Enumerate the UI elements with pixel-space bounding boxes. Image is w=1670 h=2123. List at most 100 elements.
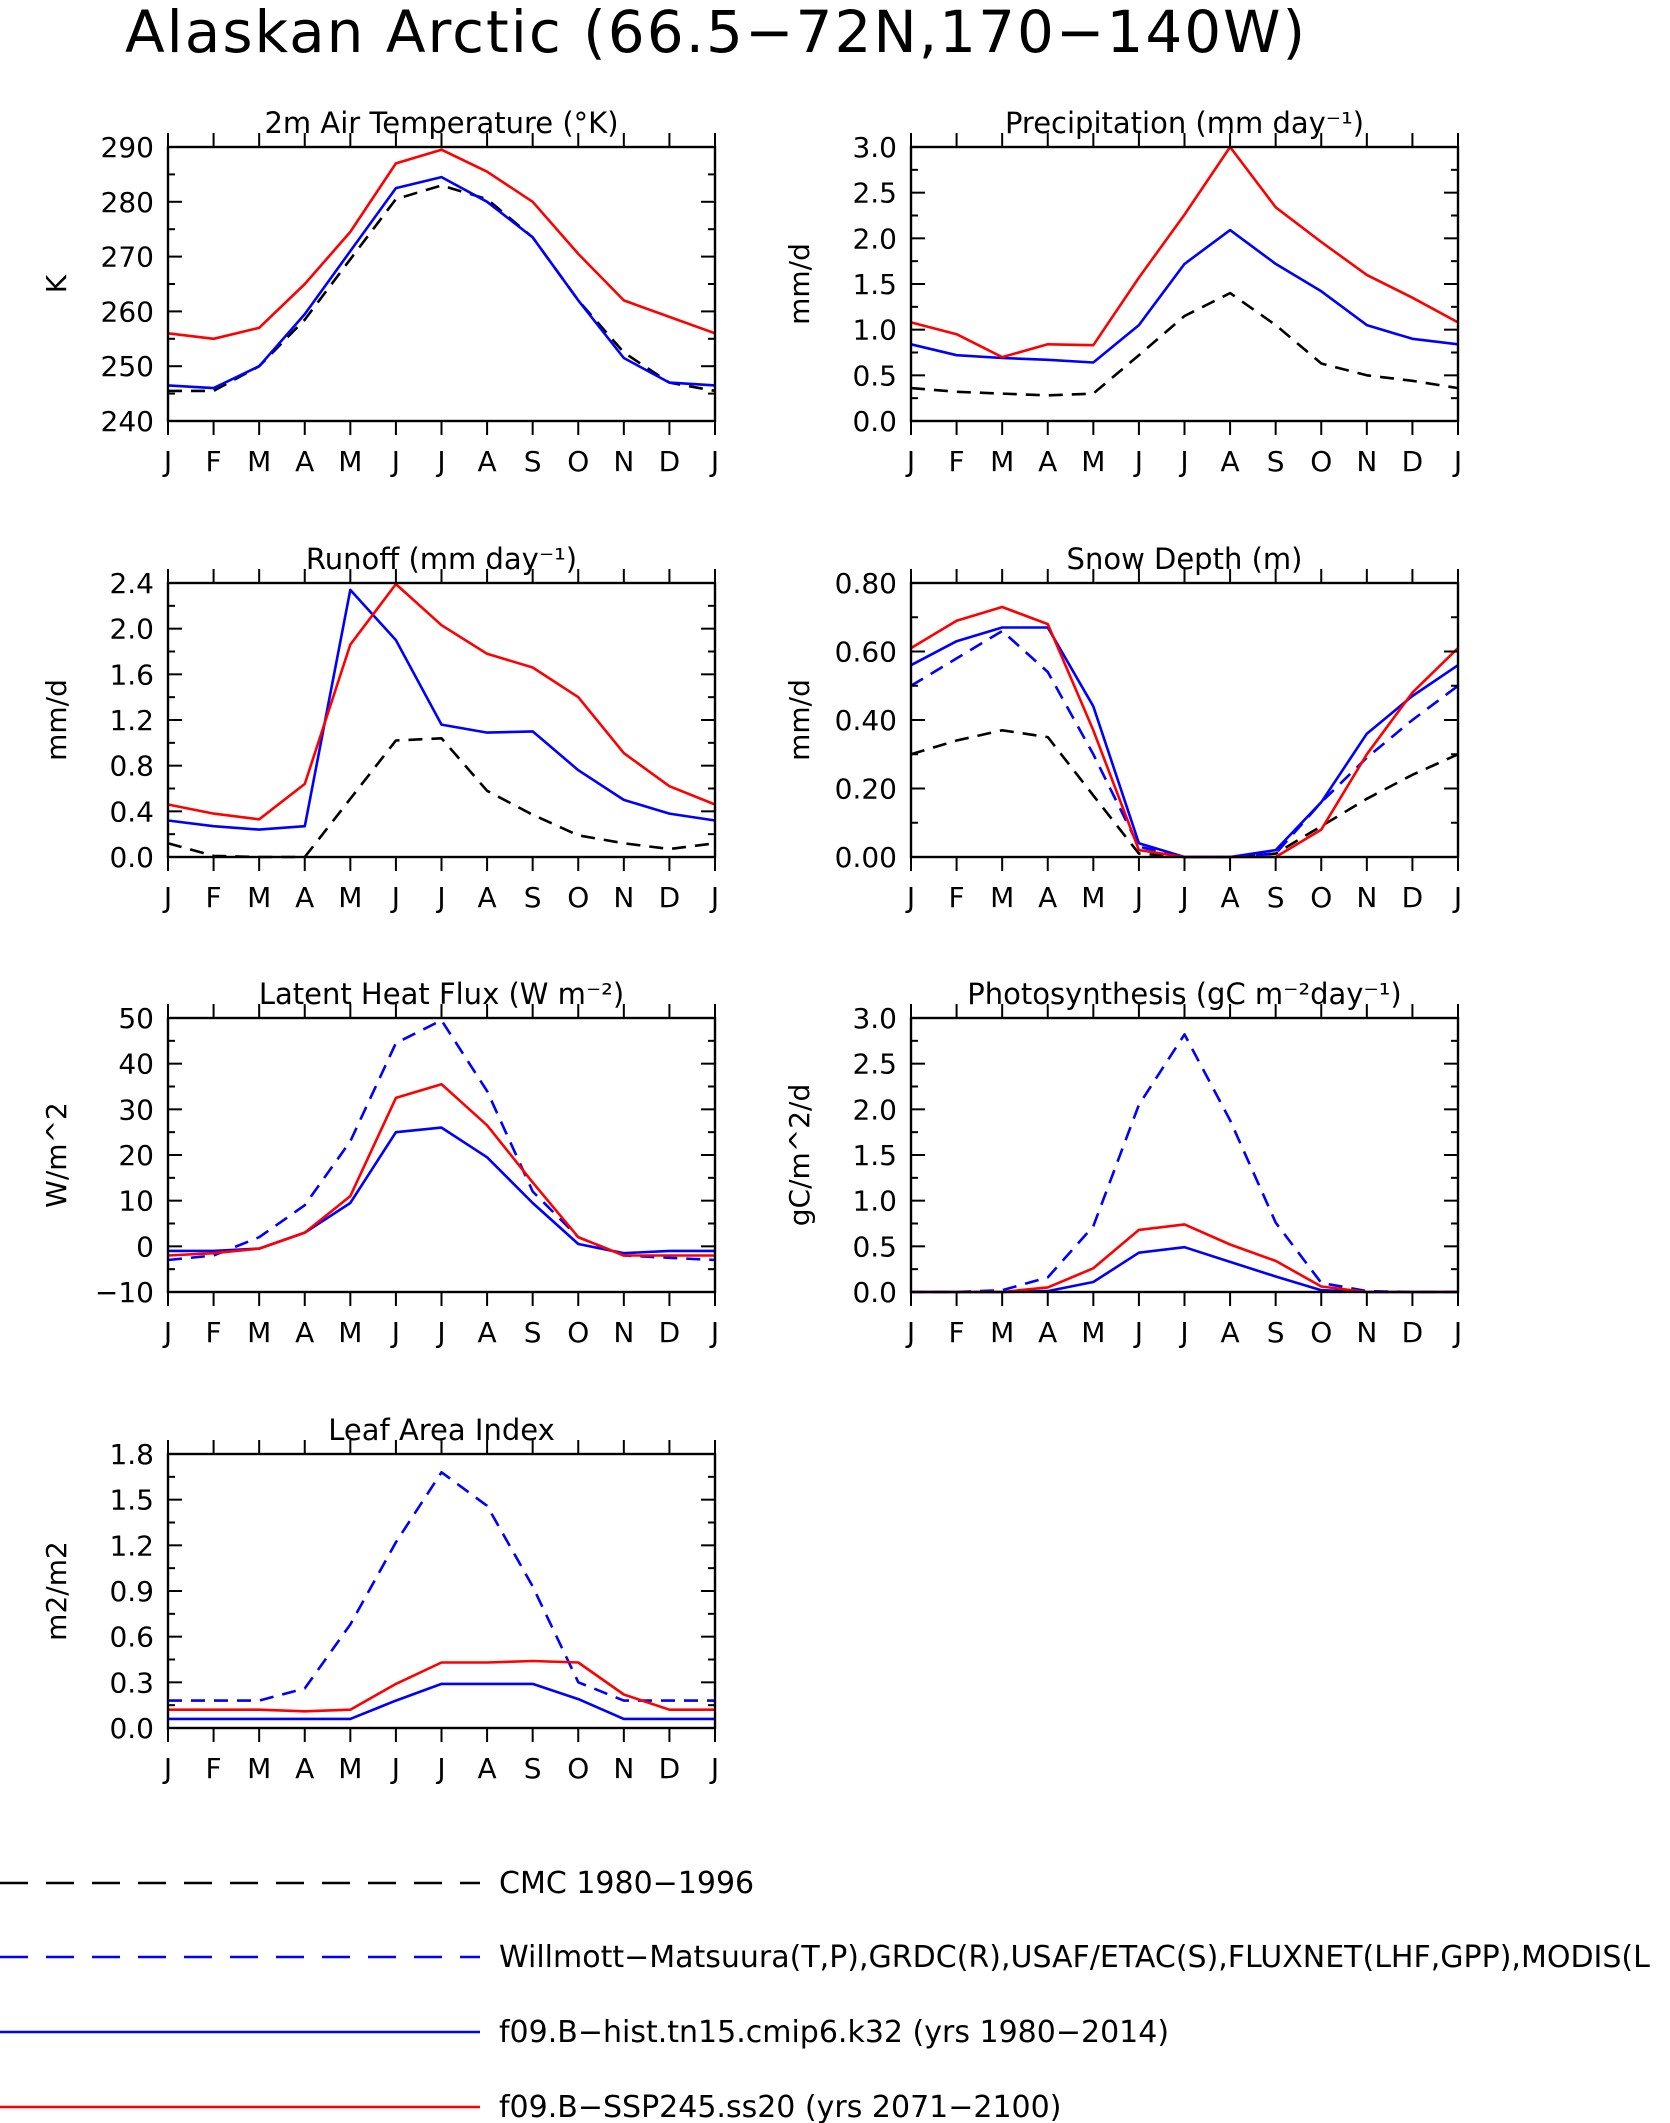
y-axis-label: W/m^2 <box>40 1102 73 1208</box>
y-tick-label: 10 <box>118 1185 154 1218</box>
x-tick-label: A <box>1038 445 1057 478</box>
x-tick-label: D <box>1402 1316 1424 1349</box>
y-tick-label: 280 <box>101 186 154 219</box>
x-tick-label: N <box>613 1316 634 1349</box>
x-tick-label: J <box>162 1752 172 1785</box>
y-tick-label: 0.20 <box>835 773 897 806</box>
x-tick-label: M <box>1081 445 1105 478</box>
x-tick-label: A <box>295 1316 314 1349</box>
x-tick-label: A <box>1221 445 1240 478</box>
x-tick-label: J <box>435 881 445 914</box>
y-tick-label: 1.0 <box>852 1185 897 1218</box>
x-tick-label: M <box>338 1752 362 1785</box>
series-line-2 <box>167 175 716 390</box>
x-tick-label: N <box>613 445 634 478</box>
x-tick-label: J <box>390 1316 400 1349</box>
x-tick-label: M <box>338 445 362 478</box>
y-tick-label: 2.5 <box>852 177 897 210</box>
y-axis-label: gC/m^2/d <box>783 1084 816 1227</box>
y-tick-label: 1.0 <box>852 314 897 347</box>
x-tick-label: J <box>1452 445 1462 478</box>
x-tick-label: S <box>1267 1316 1285 1349</box>
x-tick-label: O <box>1310 881 1332 914</box>
x-tick-label: J <box>1178 1316 1188 1349</box>
x-tick-label: O <box>567 881 589 914</box>
y-axis-label: K <box>40 274 73 293</box>
x-tick-label: J <box>390 445 400 478</box>
series-line-2 <box>167 588 716 831</box>
series-line-3 <box>911 1223 1458 1294</box>
x-tick-label: N <box>1356 1316 1377 1349</box>
x-tick-label: J <box>1452 881 1462 914</box>
series-line-1 <box>168 184 716 393</box>
x-tick-label: S <box>524 1316 542 1349</box>
series-line-1 <box>167 1018 716 1262</box>
series-line-1 <box>168 1471 715 1702</box>
x-tick-label: O <box>1310 445 1332 478</box>
x-tick-label: A <box>1038 1316 1057 1349</box>
x-tick-label: J <box>905 881 915 914</box>
y-tick-label: 0.40 <box>835 704 897 737</box>
series-line-3 <box>167 582 716 821</box>
plot-frame <box>166 1452 717 1730</box>
y-tick-label: 250 <box>101 350 154 383</box>
x-tick-label: O <box>1310 1316 1332 1349</box>
x-tick-label: A <box>478 1752 497 1785</box>
x-tick-label: J <box>390 1752 400 1785</box>
x-tick-label: J <box>435 445 445 478</box>
x-tick-label: J <box>1133 881 1143 914</box>
x-tick-label: A <box>1221 1316 1240 1349</box>
x-tick-label: F <box>206 1316 222 1349</box>
y-tick-label: 0 <box>136 1230 154 1263</box>
x-tick-label: J <box>162 1316 172 1349</box>
x-tick-label: J <box>905 445 915 478</box>
y-axis-label: mm/d <box>40 679 73 761</box>
y-tick-label: 290 <box>101 131 154 164</box>
series-line-1 <box>910 291 1459 397</box>
series-line-1 <box>911 1033 1458 1294</box>
y-tick-label: 2.5 <box>852 1048 897 1081</box>
y-axis-label: mm/d <box>783 679 816 761</box>
y-tick-label: 0.5 <box>852 359 897 392</box>
y-tick-label: 2.0 <box>852 222 897 255</box>
y-tick-label: 0.0 <box>109 1712 154 1745</box>
y-tick-label: 3.0 <box>852 1002 897 1035</box>
x-tick-label: J <box>1133 1316 1143 1349</box>
x-tick-label: M <box>247 881 271 914</box>
y-tick-label: 0.60 <box>835 636 897 669</box>
series-line-2 <box>910 228 1459 364</box>
legend-entry-3: f09.B−hist.tn15.cmip6.k32 (yrs 1980−2014… <box>0 2015 1169 2050</box>
x-tick-label: M <box>247 1752 271 1785</box>
chart-panel-4: Snow Depth (m)mm/d0.000.200.400.600.80J F… <box>783 542 1462 914</box>
x-tick-label: J <box>709 445 719 478</box>
y-tick-label: 0.8 <box>109 750 154 783</box>
x-tick-label: O <box>567 1752 589 1785</box>
x-tick-label: A <box>1038 881 1057 914</box>
x-tick-label: N <box>1356 881 1377 914</box>
x-tick-label: D <box>659 1316 681 1349</box>
y-tick-label: 3.0 <box>852 131 897 164</box>
y-tick-label: 1.6 <box>109 658 154 691</box>
chart-panel-7: Leaf Area Indexm2/m20.00.30.60.91.21.51.… <box>40 1413 719 1785</box>
series-line-4 <box>910 605 1459 859</box>
legend-label: CMC 1980−1996 <box>499 1866 754 1901</box>
x-tick-label: A <box>478 881 497 914</box>
y-tick-label: 270 <box>101 241 154 274</box>
y-tick-label: 0.00 <box>835 841 897 874</box>
legend-entry-2: Willmott−Matsuura(T,P),GRDC(R),USAF/ETAC… <box>0 1940 1650 1975</box>
x-tick-label: J <box>1178 881 1188 914</box>
x-tick-label: F <box>206 445 222 478</box>
x-tick-label: F <box>949 881 965 914</box>
y-tick-label: 1.2 <box>109 1529 154 1562</box>
x-tick-label: J <box>709 1316 719 1349</box>
x-tick-label: F <box>206 1752 222 1785</box>
x-tick-label: N <box>613 1752 634 1785</box>
x-tick-label: J <box>709 881 719 914</box>
y-tick-label: 2.0 <box>852 1093 897 1126</box>
y-tick-label: 0.0 <box>852 1276 897 1309</box>
y-tick-label: 0.0 <box>109 841 154 874</box>
y-tick-label: 50 <box>118 1002 154 1035</box>
y-tick-label: 240 <box>101 405 154 438</box>
x-tick-label: A <box>295 1752 314 1785</box>
